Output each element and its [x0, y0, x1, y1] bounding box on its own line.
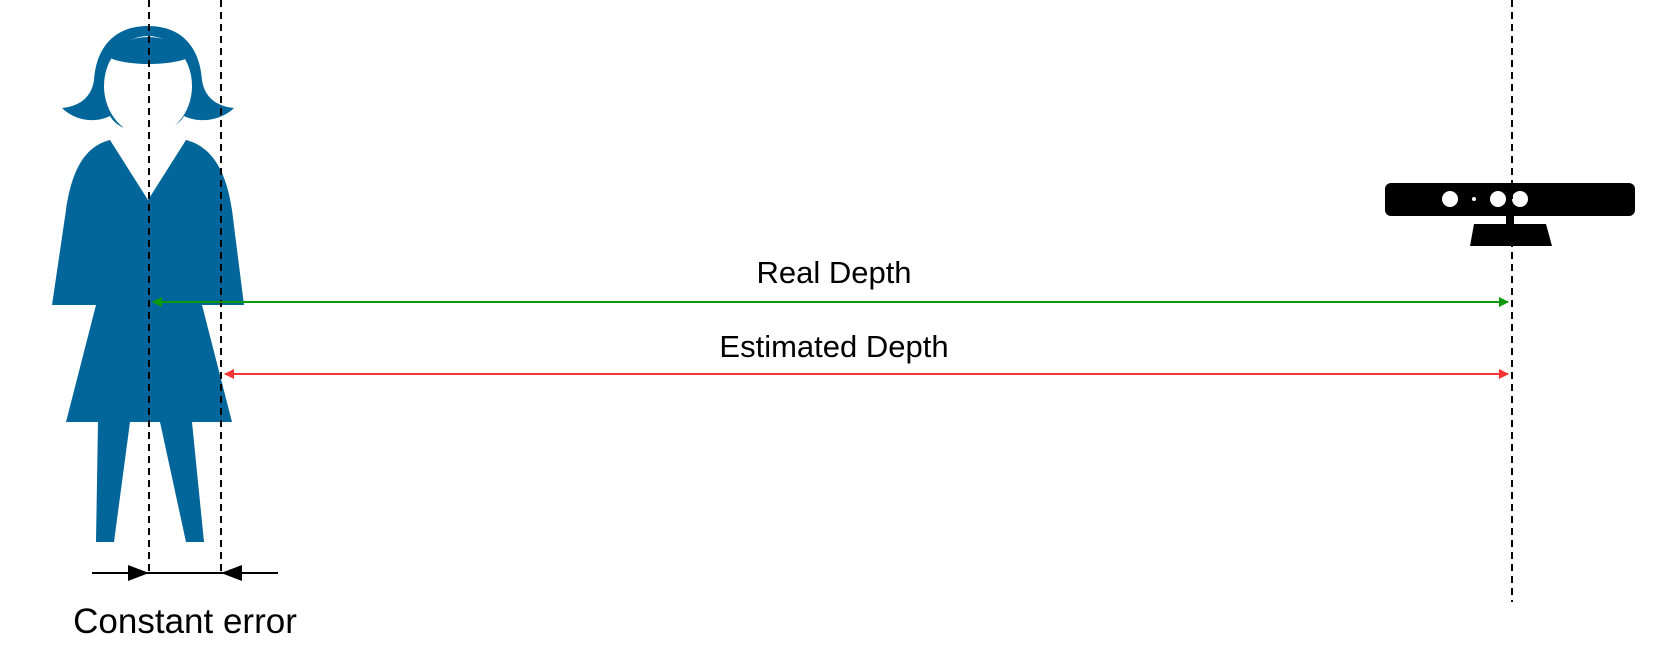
constant-error-indicator	[92, 565, 278, 581]
constant-error-label: Constant error	[73, 602, 297, 641]
woman-figure-icon	[52, 26, 244, 542]
depth-camera-icon	[1385, 183, 1635, 246]
real-depth-label: Real Depth	[756, 255, 911, 290]
estimated-depth-label: Estimated Depth	[719, 329, 948, 364]
